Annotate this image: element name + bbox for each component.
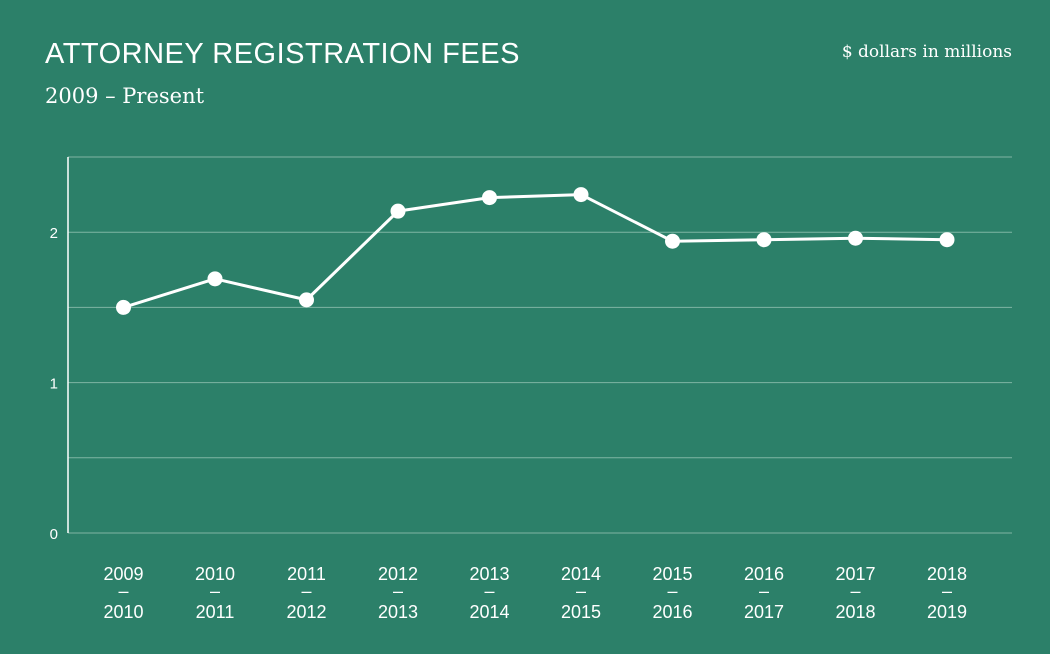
x-tick-label-line: 2014	[561, 564, 601, 584]
x-tick-label: 2015–2016	[652, 564, 692, 622]
data-point	[665, 233, 680, 249]
x-tick-label-line: 2017	[744, 602, 784, 622]
x-tick-label: 2013–2014	[469, 564, 509, 622]
x-tick-label-line: 2011	[287, 564, 326, 584]
x-tick-label-line: 2014	[469, 602, 509, 622]
x-tick-label-line: 2013	[469, 564, 509, 584]
x-tick-label-line: –	[210, 581, 220, 601]
x-tick-label-line: 2016	[652, 602, 692, 622]
x-tick-label-line: –	[393, 581, 403, 601]
data-point	[482, 190, 497, 206]
data-point	[848, 230, 863, 246]
x-tick-label: 2016–2017	[744, 564, 784, 622]
x-tick-label-line: 2009	[103, 564, 143, 584]
y-tick-labels: 0 1 2	[50, 225, 58, 543]
x-tick-label-line: –	[667, 581, 677, 601]
data-point	[299, 292, 314, 308]
x-tick-label-line: 2019	[927, 602, 967, 622]
x-tick-label-line: 2015	[652, 564, 692, 584]
x-tick-labels: 2009–20102010–20112011–20122012–20132013…	[103, 564, 967, 622]
x-tick-label: 2017–2018	[835, 564, 875, 622]
x-tick-label-line: 2017	[835, 564, 875, 584]
x-tick-label: 2018–2019	[927, 564, 967, 622]
x-tick-label-line: –	[759, 581, 769, 601]
series-line	[123, 193, 948, 309]
data-point	[207, 271, 223, 287]
x-tick-label-line: 2012	[286, 602, 326, 622]
data-point	[756, 232, 772, 248]
series-fees	[116, 187, 955, 315]
x-tick-label: 2012–2013	[378, 564, 418, 622]
data-point	[390, 203, 406, 219]
chart-title: ATTORNEY REGISTRATION FEES	[45, 38, 520, 70]
grid-lines	[68, 156, 1012, 534]
data-point	[573, 187, 589, 203]
x-tick-label: 2014–2015	[561, 564, 601, 622]
x-tick-label-line: 2013	[378, 602, 418, 622]
x-tick-label-line: –	[942, 581, 952, 601]
chart-subtitle: 2009 – Present	[45, 84, 205, 108]
x-tick-label-line: –	[484, 581, 494, 601]
y-tick-label: 1	[50, 376, 58, 393]
x-tick-label-line: 2016	[744, 564, 784, 584]
y-tick-label: 0	[50, 526, 58, 543]
x-tick-label: 2011–2012	[286, 564, 326, 622]
x-tick-label-line: 2010	[195, 564, 235, 584]
x-tick-label-line: 2015	[561, 602, 601, 622]
x-tick-label-line: 2012	[378, 564, 418, 584]
x-tick-label-line: 2018	[927, 564, 967, 584]
units-label: $ dollars in millions	[841, 42, 1012, 62]
x-tick-label-line: 2018	[835, 602, 875, 622]
data-point	[116, 299, 131, 315]
y-tick-label: 2	[50, 225, 58, 242]
x-tick-label-line: 2011	[196, 602, 235, 622]
x-tick-label-line: –	[118, 581, 128, 601]
x-tick-label-line: 2010	[103, 602, 143, 622]
x-tick-label: 2010–2011	[195, 564, 235, 622]
x-tick-label-line: –	[576, 581, 586, 601]
x-tick-label-line: –	[301, 581, 311, 601]
x-tick-label: 2009–2010	[103, 564, 143, 622]
data-point	[939, 232, 955, 248]
x-tick-label-line: –	[850, 581, 860, 601]
